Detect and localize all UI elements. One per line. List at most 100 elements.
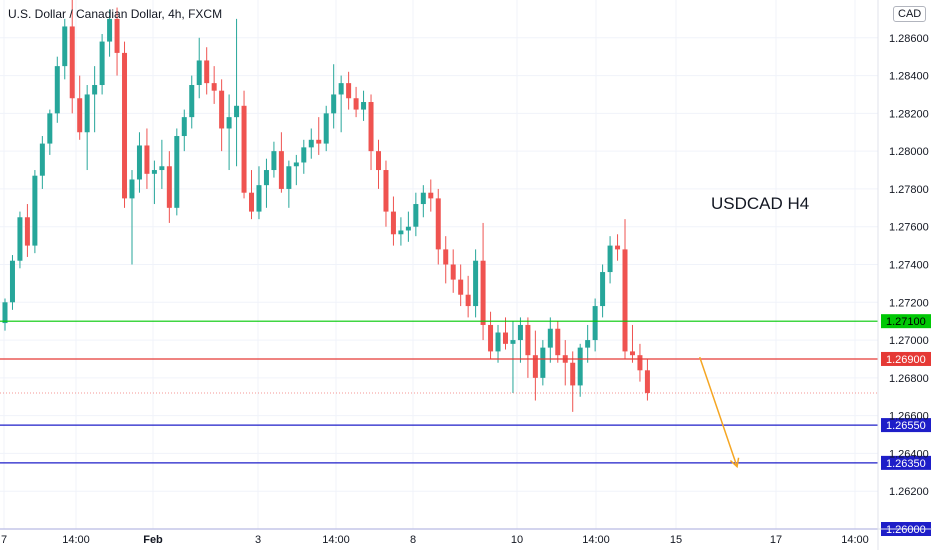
currency-badge[interactable]: CAD (893, 6, 927, 22)
level-price-tag (881, 351, 931, 366)
candle-body (196, 60, 202, 86)
y-tick-label: 1.27800 (889, 184, 929, 196)
candle-body (615, 245, 621, 250)
candle-body (301, 147, 307, 163)
y-tick-label: 1.28400 (889, 71, 929, 83)
y-tick-label: 1.26600 (889, 411, 929, 423)
candle-body (644, 370, 650, 393)
candle-body (174, 136, 180, 208)
candle-body (122, 52, 128, 199)
candle-body (510, 340, 516, 344)
candle-body (47, 113, 53, 144)
candle-body (465, 294, 471, 307)
candle-body (151, 170, 157, 174)
level-price-tag (881, 314, 931, 329)
candle-body (405, 226, 411, 231)
y-tick-label: 1.26800 (889, 373, 929, 385)
y-tick-label: 1.27600 (889, 222, 929, 234)
candle-body (293, 162, 299, 167)
candle-body (338, 83, 344, 95)
candle-body (585, 340, 591, 348)
level-price-label: 1.27100 (886, 316, 926, 328)
candle-body (77, 98, 83, 133)
candle-body (592, 306, 598, 341)
candle-body (189, 85, 195, 118)
candle-body (555, 328, 561, 356)
x-tick-label: 3 (255, 534, 261, 546)
candle-body (226, 117, 232, 129)
candle-body (234, 105, 240, 118)
candle-body (390, 211, 396, 235)
candle-body (99, 41, 105, 86)
candle-body (249, 192, 255, 212)
candle-body (361, 102, 367, 110)
candle-body (547, 328, 553, 348)
candle-body (271, 151, 277, 171)
candle-body (211, 83, 217, 91)
candle-body (39, 143, 45, 176)
y-tick-label: 1.26200 (889, 486, 929, 498)
x-tick-label: 8 (410, 534, 416, 546)
candle-body (136, 145, 142, 180)
candle-body (428, 192, 434, 199)
chart-annotation: USDCAD H4 (711, 194, 810, 213)
arrow-head (729, 457, 740, 469)
candle-body (570, 362, 576, 386)
candle-body (383, 170, 389, 212)
candle-body (32, 175, 38, 246)
candle-body (17, 217, 23, 261)
y-tick-label: 1.27400 (889, 260, 929, 272)
candles (0, 0, 878, 412)
candle-body (346, 83, 352, 99)
candle-body (495, 332, 501, 352)
y-tick-label: 1.27200 (889, 297, 929, 309)
candle-body (204, 60, 210, 84)
candle-body (376, 151, 381, 171)
candle-body (607, 245, 613, 273)
support-resistance-levels: 1.27100 1.26900 1.26550 1.26350 1.26000 (0, 314, 931, 536)
candle-body (420, 192, 426, 205)
candle-body (9, 260, 15, 303)
candle-body (144, 145, 150, 174)
candle-body (413, 204, 419, 227)
candle-body (502, 332, 508, 344)
candle-body (353, 98, 359, 110)
candle-body (473, 260, 479, 307)
x-tick-label: Feb (143, 534, 163, 546)
x-tick-label: 17 (770, 534, 782, 546)
candle-body (256, 185, 262, 212)
candle-body (458, 279, 464, 295)
time-axis[interactable]: 7 14:00 Feb 3 14:00 8 10 14:00 15 17 14:00 (1, 534, 869, 546)
candle-body (540, 347, 546, 378)
level-price-tag (881, 455, 931, 470)
price-axis[interactable]: 1.26200 1.26400 1.26600 1.26800 1.27000 1.272… (889, 33, 929, 498)
level-price-label: 1.26000 (886, 524, 926, 536)
candle-body (450, 264, 456, 280)
candle-body (577, 347, 583, 386)
y-tick-label: 1.28200 (889, 108, 929, 120)
candle-body (517, 324, 523, 341)
candle-body (316, 139, 322, 144)
candle-body (159, 166, 165, 171)
y-tick-label: 1.28600 (889, 33, 929, 45)
candle-body (525, 324, 531, 356)
candle-body (532, 355, 538, 378)
candle-body (308, 139, 314, 148)
level-price-label: 1.26900 (886, 354, 926, 366)
candle-body (435, 198, 441, 250)
candle-body (629, 351, 635, 356)
candle-body (480, 260, 486, 325)
candle-body (622, 249, 628, 352)
chart-title: U.S. Dollar / Canadian Dollar, 4h, FXCM (8, 7, 223, 21)
level-price-tag (881, 418, 931, 433)
x-tick-label: 14:00 (582, 534, 610, 546)
candle-body (323, 113, 329, 144)
candle-body (286, 166, 292, 189)
grid (0, 0, 878, 529)
candle-body (263, 170, 269, 186)
candle-body (443, 249, 449, 265)
forecast-arrow (699, 356, 740, 469)
candle-body (107, 18, 113, 42)
candle-body (368, 102, 374, 152)
